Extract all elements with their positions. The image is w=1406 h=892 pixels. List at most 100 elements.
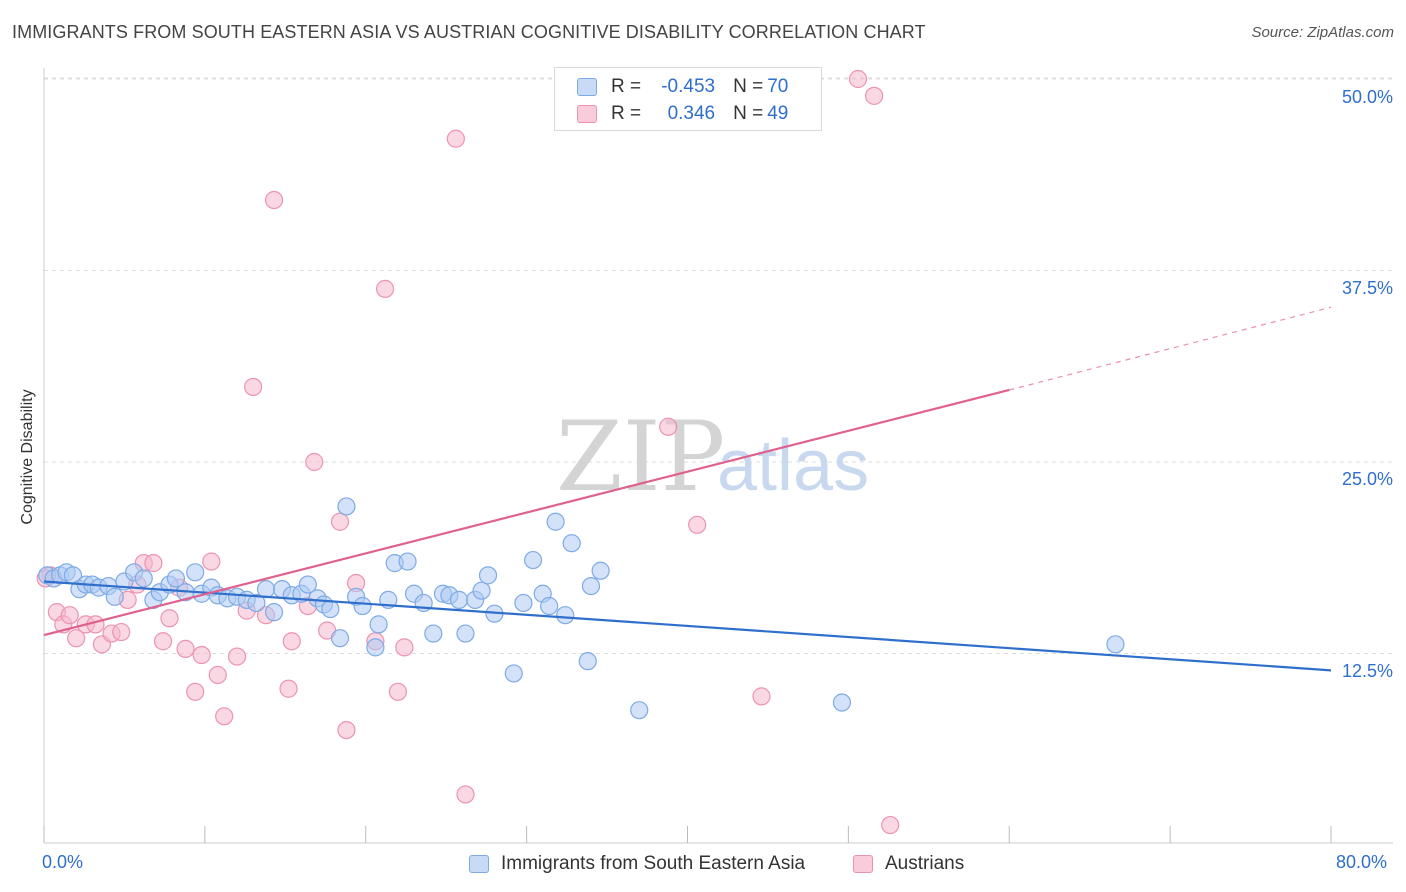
austrian-point-40 bbox=[446, 129, 465, 148]
immigrant-point-67 bbox=[630, 701, 649, 720]
austrian-point-14 bbox=[153, 632, 173, 651]
immigrant-point-53 bbox=[472, 581, 491, 600]
austrian-point-22 bbox=[215, 707, 234, 726]
immigrant-point-32 bbox=[298, 575, 317, 594]
y-tick-label-37-5: 37.5% bbox=[1341, 278, 1393, 298]
immigrant-point-35 bbox=[321, 599, 340, 619]
correlation-legend: R = -0.453 N = 70 R = 0.346 N = 49 bbox=[554, 67, 822, 131]
austrian-point-13 bbox=[144, 554, 163, 573]
austrian-point-20 bbox=[202, 552, 221, 571]
chart-title: IMMIGRANTS FROM SOUTH EASTERN ASIA VS AU… bbox=[12, 22, 926, 42]
immigrant-point-44 bbox=[398, 552, 417, 571]
austrian-point-3 bbox=[60, 606, 79, 625]
immigrant-point-10 bbox=[105, 587, 124, 606]
legend-r-value: -0.453 bbox=[661, 76, 716, 97]
watermark-zip: ZIP bbox=[556, 401, 725, 513]
series-name: Immigrants from South Eastern Asia bbox=[501, 853, 806, 874]
x-tick-label-max: 80.0% bbox=[1336, 852, 1388, 872]
x-tick-label-min: 0.0% bbox=[42, 852, 84, 872]
series-swatch-blue bbox=[469, 855, 489, 873]
immigrant-point-27 bbox=[256, 580, 276, 599]
y-tick-label-12-5: 12.5% bbox=[1341, 661, 1393, 681]
austrian-point-17 bbox=[176, 639, 195, 659]
immigrant-point-13 bbox=[134, 569, 153, 588]
austrians-points bbox=[36, 69, 900, 835]
legend-r-value: 0.346 bbox=[667, 103, 716, 124]
watermark-atlas: atlas bbox=[717, 426, 869, 506]
austrian-point-9 bbox=[112, 622, 131, 642]
legend-row-immigrants: R = -0.453 N = 70 bbox=[577, 75, 788, 99]
immigrant-point-61 bbox=[546, 512, 565, 531]
austrian-point-31 bbox=[305, 452, 324, 472]
watermark: ZIP atlas bbox=[556, 401, 869, 513]
legend-n-label: N = bbox=[733, 103, 764, 124]
series-swatch-pink bbox=[853, 855, 873, 873]
immigrant-point-57 bbox=[514, 593, 533, 613]
series-legend-austrians: Austrians bbox=[853, 852, 964, 876]
y-tick-label-25: 25.0% bbox=[1341, 469, 1393, 489]
immigrant-point-50 bbox=[449, 590, 469, 609]
immigrant-point-17 bbox=[166, 569, 186, 588]
austrian-point-21 bbox=[208, 665, 227, 685]
austrian-point-39 bbox=[395, 638, 414, 657]
austrian-point-43 bbox=[688, 515, 707, 534]
austrian-point-45 bbox=[848, 69, 868, 89]
grid-layer bbox=[44, 77, 1393, 654]
source-label: Source: ZipAtlas.com bbox=[1251, 24, 1394, 41]
y-tick-label-50: 50.0% bbox=[1341, 87, 1393, 107]
trend-lines bbox=[43, 306, 1332, 672]
trend-line-immigrants bbox=[43, 580, 1332, 672]
austrian-point-18 bbox=[186, 682, 205, 701]
legend-row-austrians: R = 0.346 N = 49 bbox=[577, 102, 788, 126]
austrian-point-37 bbox=[375, 279, 395, 298]
immigrant-point-26 bbox=[247, 593, 266, 613]
austrian-point-28 bbox=[279, 679, 298, 698]
austrian-point-27 bbox=[264, 190, 284, 210]
austrian-point-44 bbox=[752, 687, 771, 706]
immigrant-point-65 bbox=[581, 576, 601, 596]
austrian-point-15 bbox=[160, 609, 179, 628]
immigrant-point-68 bbox=[832, 693, 852, 712]
legend-swatch-blue bbox=[577, 78, 597, 96]
immigrant-point-60 bbox=[540, 596, 559, 616]
immigrant-point-62 bbox=[556, 606, 575, 625]
austrian-point-29 bbox=[282, 632, 301, 651]
immigrant-point-58 bbox=[523, 550, 543, 570]
austrian-point-25 bbox=[244, 377, 263, 397]
austrian-point-46 bbox=[865, 86, 884, 105]
legend-n-label: N = bbox=[733, 76, 764, 97]
legend-swatch-pink bbox=[577, 105, 597, 123]
immigrant-point-66 bbox=[591, 561, 610, 580]
austrian-point-41 bbox=[456, 785, 475, 804]
immigrant-point-19 bbox=[186, 563, 205, 582]
immigrant-point-39 bbox=[353, 596, 372, 616]
immigrant-point-56 bbox=[504, 664, 523, 683]
immigrant-point-54 bbox=[478, 566, 498, 585]
immigrant-point-41 bbox=[369, 615, 388, 634]
series-name: Austrians bbox=[885, 853, 965, 874]
legend-n-value: 49 bbox=[767, 103, 789, 124]
austrian-point-23 bbox=[227, 647, 247, 666]
immigrant-point-51 bbox=[456, 624, 475, 643]
immigrant-point-63 bbox=[562, 534, 581, 553]
austrian-point-42 bbox=[659, 417, 678, 436]
immigrant-point-36 bbox=[330, 629, 350, 648]
immigrant-point-47 bbox=[424, 624, 443, 643]
austrian-point-34 bbox=[337, 720, 356, 740]
legend-r-label: R = bbox=[611, 76, 642, 97]
immigrant-point-40 bbox=[366, 638, 385, 657]
trend-line-austrians-extension bbox=[1009, 306, 1332, 391]
legend-n-value: 70 bbox=[767, 76, 789, 97]
immigrants-points bbox=[38, 497, 1125, 720]
austrian-point-33 bbox=[330, 512, 350, 531]
immigrant-point-64 bbox=[578, 652, 597, 671]
immigrant-point-69 bbox=[1106, 635, 1125, 654]
austrian-point-47 bbox=[881, 815, 900, 835]
trend-line-austrians bbox=[43, 388, 1010, 637]
austrian-point-4 bbox=[67, 629, 86, 648]
series-legend-immigrants: Immigrants from South Eastern Asia bbox=[469, 852, 805, 876]
austrian-point-38 bbox=[388, 682, 408, 701]
legend-r-label: R = bbox=[611, 103, 642, 124]
immigrant-point-37 bbox=[337, 497, 356, 516]
